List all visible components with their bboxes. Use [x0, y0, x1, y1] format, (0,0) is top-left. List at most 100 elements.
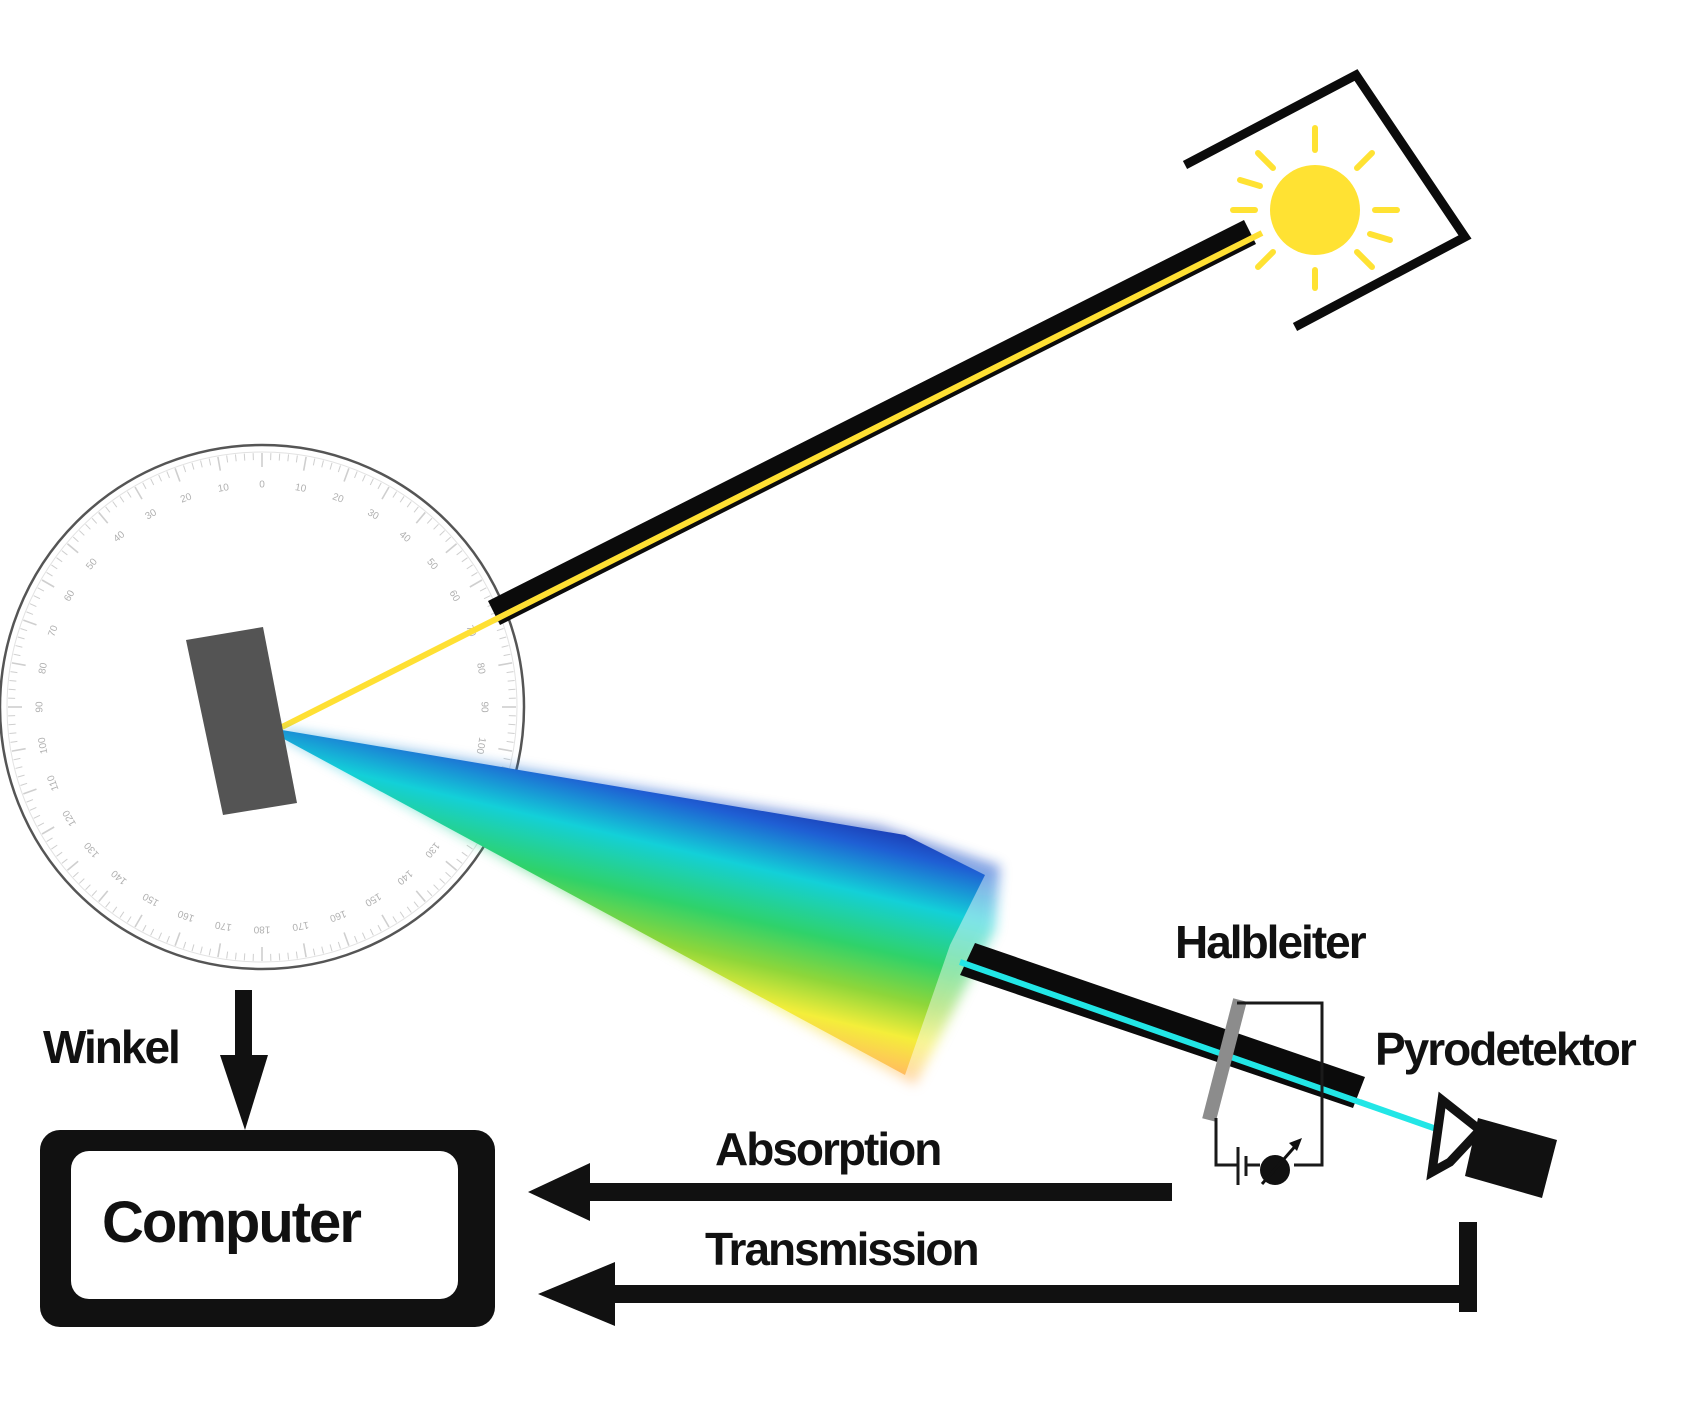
- protractor-tick-label: 100: [37, 736, 51, 755]
- protractor-tick: [126, 491, 132, 498]
- protractor-tick: [20, 628, 28, 632]
- protractor-tick-label: 30: [365, 507, 381, 522]
- lamp-housing: [1182, 69, 1472, 331]
- protractor-tick: [321, 460, 324, 468]
- protractor-tick: [112, 906, 118, 913]
- protractor-tick: [11, 662, 26, 667]
- protractor-tick: [51, 844, 58, 850]
- protractor-tick: [507, 732, 515, 735]
- protractor-tick: [312, 458, 316, 466]
- protractor-tick-label: 100: [474, 736, 488, 755]
- protractor-tick: [10, 671, 18, 674]
- protractor-tick: [29, 807, 37, 811]
- protractor-tick: [392, 491, 398, 498]
- protractor-tick: [119, 496, 125, 503]
- protractor-tick-label: 90: [35, 701, 46, 713]
- protractor-tick: [13, 757, 21, 761]
- protractor-tick: [200, 460, 203, 468]
- protractor-tick: [461, 851, 468, 857]
- protractor-tick: [166, 935, 170, 943]
- protractor-tick: [226, 455, 229, 463]
- protractor-tick-label: 170: [214, 919, 233, 933]
- protractor-tick: [33, 814, 41, 819]
- pyrodetektor-label: Pyrodetektor: [1375, 1023, 1637, 1075]
- protractor-tick: [112, 501, 118, 508]
- protractor-tick-label: 20: [331, 491, 346, 505]
- protractor-tick: [105, 901, 111, 908]
- protractor-tick: [413, 901, 419, 908]
- protractor-tick-label: 180: [253, 923, 270, 934]
- protractor-tick-label: 160: [328, 907, 348, 923]
- ammeter-icon: [1260, 1138, 1302, 1185]
- protractor-tick-label: 160: [176, 907, 196, 923]
- protractor-tick: [15, 645, 23, 648]
- protractor-tick-label: 0: [259, 480, 265, 491]
- halbleiter-label: Halbleiter: [1175, 916, 1367, 968]
- protractor-tick: [406, 906, 412, 913]
- protractor-tick: [37, 587, 45, 592]
- protractor-tick: [23, 619, 37, 626]
- protractor-tick-label: 10: [294, 482, 307, 495]
- protractor-tick: [166, 471, 170, 479]
- protractor-tick: [66, 860, 79, 871]
- sun-icon: [1230, 125, 1400, 291]
- protractor-tick: [507, 679, 515, 682]
- protractor-tick: [26, 799, 34, 803]
- protractor-tick: [377, 924, 382, 932]
- protractor-tick: [399, 911, 405, 918]
- protractor-tick: [11, 747, 26, 752]
- protractor-tick: [61, 550, 68, 556]
- protractor-tick: [23, 788, 37, 795]
- protractor-tick: [312, 948, 316, 956]
- protractor-tick: [471, 571, 478, 577]
- protractor-tick: [234, 952, 237, 960]
- protractor-tick: [33, 595, 41, 600]
- protractor-tick: [66, 543, 79, 554]
- protractor-tick: [354, 935, 358, 943]
- protractor-tick: [445, 871, 452, 878]
- protractor-tick: [15, 766, 23, 769]
- protractor-tick: [78, 878, 85, 884]
- protractor-tick: [461, 557, 468, 563]
- protractor-tick: [381, 914, 390, 928]
- protractor-tick: [439, 878, 446, 884]
- protractor-tick-label: 20: [179, 491, 194, 505]
- semiconductor-sample: [1202, 998, 1324, 1185]
- protractor-tick-label: 170: [291, 919, 310, 933]
- protractor-tick: [369, 928, 374, 936]
- protractor-tick: [381, 486, 390, 500]
- protractor-tick: [98, 890, 109, 903]
- protractor-tick: [439, 530, 446, 536]
- protractor-tick: [200, 946, 203, 954]
- protractor-tick: [217, 456, 222, 471]
- protractor-tick: [10, 740, 18, 743]
- protractor-tick-label: 70: [46, 624, 60, 639]
- computer-label: Computer: [102, 1190, 361, 1255]
- protractor-tick: [142, 924, 147, 932]
- protractor-tick: [321, 946, 324, 954]
- protractor-tick: [85, 884, 91, 891]
- protractor-tick: [217, 943, 222, 958]
- protractor-tick: [445, 860, 458, 871]
- protractor-tick: [501, 645, 509, 648]
- selected-beam-tail: [1359, 1099, 1446, 1135]
- winkel-arrow: [220, 990, 268, 1130]
- protractor-tick: [17, 636, 25, 640]
- protractor-tick: [503, 653, 511, 657]
- protractor-tick: [433, 884, 439, 891]
- protractor-tick: [158, 474, 162, 482]
- protractor-tick-label: 60: [62, 588, 77, 604]
- protractor-tick: [343, 468, 350, 482]
- protractor-tick: [415, 890, 426, 903]
- protractor-tick-label: 90: [478, 701, 489, 713]
- protractor-tick: [343, 932, 350, 946]
- protractor-tick: [302, 943, 307, 958]
- spectrum-cone: [282, 730, 985, 1075]
- protractor-tick: [295, 951, 298, 959]
- protractor-tick: [354, 471, 358, 479]
- protractor-tick-label: 10: [217, 482, 230, 495]
- protractor-tick: [506, 740, 514, 743]
- protractor-tick: [498, 662, 513, 667]
- protractor-tick: [56, 851, 63, 857]
- protractor-tick: [78, 530, 85, 536]
